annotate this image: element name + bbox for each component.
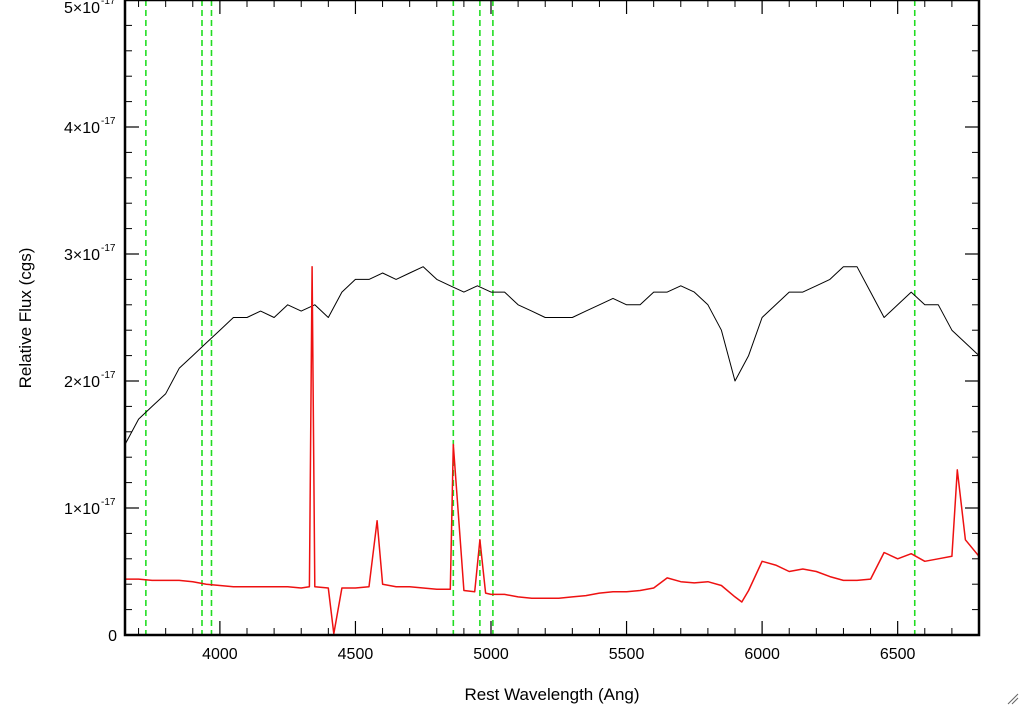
y-tick-label: 5×10 (64, 0, 100, 17)
x-tick-label: 5000 (473, 646, 509, 663)
series-line-1 (124, 266, 980, 445)
x-tick-labels: 4000 4500 5000 5500 6000 6500 (202, 646, 915, 663)
x-tick-label: 4000 (202, 646, 238, 663)
series-line-2 (125, 265, 980, 635)
y-tick-label: 1×10 (64, 501, 100, 518)
x-axis-label: Rest Wavelength (Ang) (464, 685, 639, 704)
y-tick-labels: 01×10 -172×10 -173×10 -174×10 -175×10 -17 (64, 0, 117, 645)
y-tick-exponent: -17 (101, 116, 116, 127)
series-layer (124, 265, 980, 635)
x-tick-label: 6000 (744, 646, 780, 663)
x-tick-label: 4500 (338, 646, 374, 663)
y-tick-label: 3×10 (64, 247, 100, 264)
axis-ticks (125, 0, 980, 636)
y-tick-label: 4×10 (64, 120, 100, 137)
y-tick-exponent: -17 (101, 243, 116, 254)
plot-frame (123, 0, 981, 637)
y-tick-exponent: -17 (101, 0, 116, 7)
y-axis-label: Relative Flux (cgs) (16, 248, 35, 389)
emission-line-markers (145, 0, 916, 635)
y-tick-exponent: -17 (101, 370, 116, 381)
y-tick-label: 2×10 (64, 374, 100, 391)
y-tick-exponent: -17 (101, 497, 116, 508)
x-tick-label: 5500 (609, 646, 645, 663)
y-tick-label: 0 (108, 628, 117, 645)
resize-grip[interactable] (1007, 693, 1019, 705)
x-tick-label: 6500 (880, 646, 916, 663)
